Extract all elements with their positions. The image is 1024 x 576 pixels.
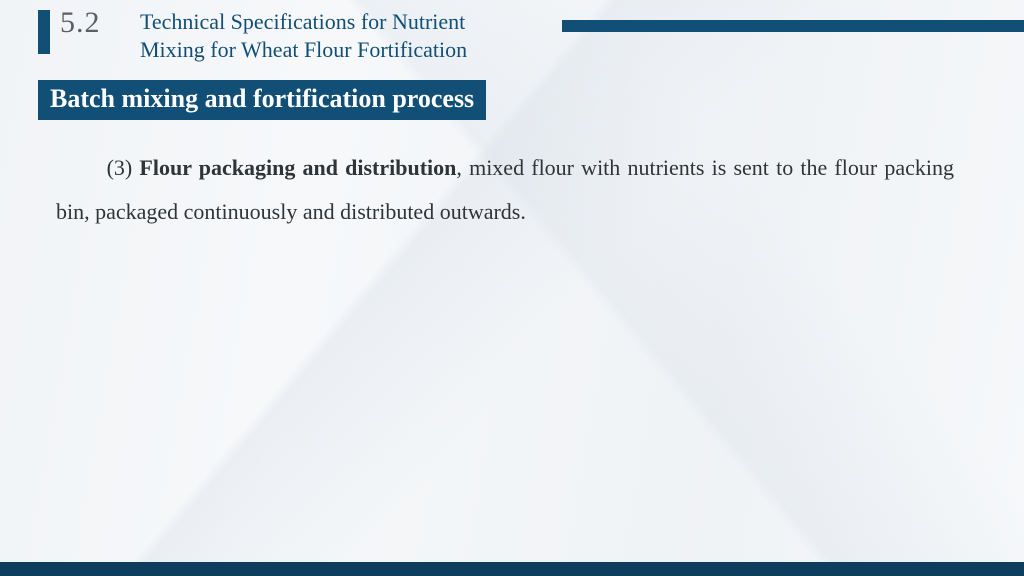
footer-accent-bar [0, 562, 1024, 576]
body-bold: Flour packaging and distribution [139, 155, 456, 180]
body-text: (3) Flour packaging and distribution, mi… [56, 146, 954, 234]
subtitle-band: Batch mixing and fortification process [38, 80, 486, 120]
header-left-accent-bar [38, 10, 50, 54]
header-right-accent-bar [562, 20, 1024, 32]
section-number: 5.2 [60, 6, 101, 40]
page-title: Technical Specifications for Nutrient Mi… [140, 8, 535, 63]
body-item-number: (3) [107, 155, 133, 180]
slide: 5.2 Technical Specifications for Nutrien… [0, 0, 1024, 576]
